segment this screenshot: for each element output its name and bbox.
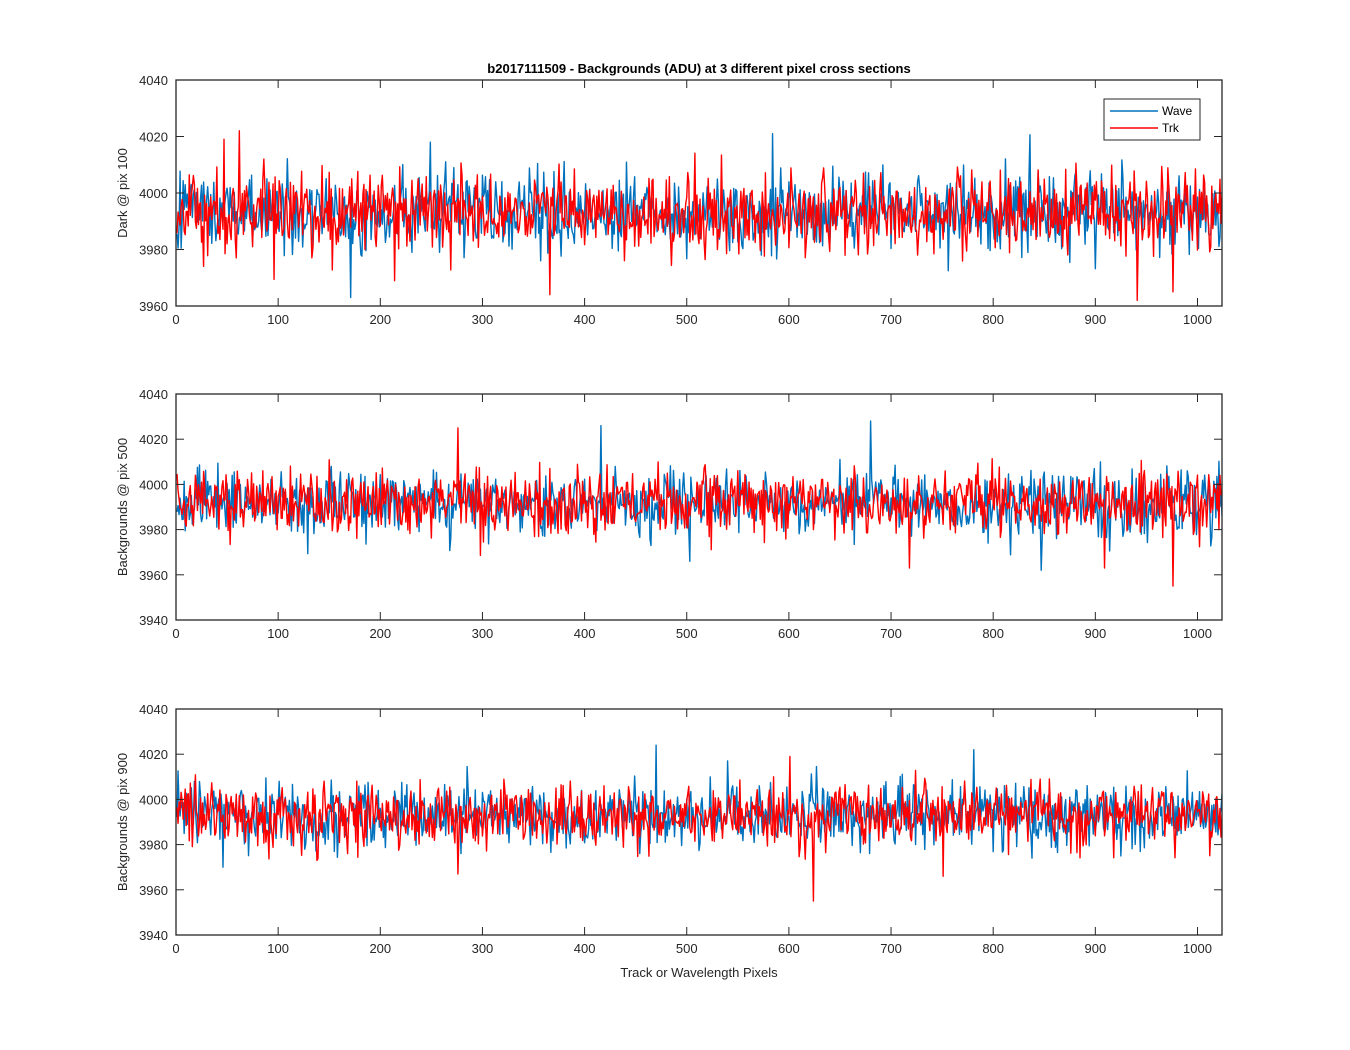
- y-tick-label: 3960: [139, 568, 168, 583]
- x-tick-label: 500: [676, 312, 698, 327]
- panel-3: 0 100 200 300 400 500 600 700 800 900 1000 3940 3960…: [115, 702, 1223, 956]
- panel-2: 0 100 200 300 400 500 600 700 800 900 1000 3940 3960…: [115, 387, 1223, 641]
- x-tick-label: 600: [778, 626, 800, 641]
- x-tick-label: 100: [267, 626, 289, 641]
- y-axis-label: Backgrounds @ pix 500: [115, 438, 130, 576]
- series-line-trk: [176, 427, 1222, 587]
- x-tick-label: 0: [172, 941, 179, 956]
- legend: Wave Trk: [1103, 98, 1201, 141]
- legend-box: [1103, 98, 1201, 141]
- y-tick-label: 4020: [139, 130, 168, 145]
- series-group: [176, 130, 1222, 302]
- x-tick-label: 200: [369, 941, 391, 956]
- y-tick-label: 4000: [139, 477, 168, 492]
- y-tick-label: 4040: [139, 73, 168, 88]
- y-tick-label: 4020: [139, 432, 168, 447]
- panel-1: 0 100 200 300 400 500 600 700 800 900 1000 3960 3980…: [115, 73, 1223, 327]
- y-tick-label: 3980: [139, 243, 168, 258]
- y-tick-label: 4040: [139, 387, 168, 402]
- x-tick-label: 300: [472, 626, 494, 641]
- x-tick-label: 900: [1084, 941, 1106, 956]
- y-tick-label: 3960: [139, 299, 168, 314]
- y-tick-label: 3940: [139, 613, 168, 628]
- y-tick-label: 4020: [139, 747, 168, 762]
- x-tick-label: 200: [369, 626, 391, 641]
- legend-label-wave: Wave: [1162, 104, 1193, 118]
- x-axis-label: Track or Wavelength Pixels: [620, 965, 778, 980]
- plot-area: [176, 709, 1222, 935]
- x-tick-label: 200: [369, 312, 391, 327]
- x-tick-label: 900: [1084, 626, 1106, 641]
- x-tick-label: 1000: [1183, 941, 1212, 956]
- x-tick-label: 100: [267, 312, 289, 327]
- x-tick-label: 900: [1084, 312, 1106, 327]
- x-tick-label: 700: [880, 312, 902, 327]
- axes-box: [175, 393, 1223, 621]
- y-tick-label: 3960: [139, 883, 168, 898]
- y-axis-label: Backgrounds @ pix 900: [115, 753, 130, 891]
- y-tick-label: 3980: [139, 523, 168, 538]
- y-axis-label: Dark @ pix 100: [115, 148, 130, 238]
- y-tick-label: 3940: [139, 928, 168, 943]
- x-tick-label: 400: [574, 941, 596, 956]
- y-tick-label: 4000: [139, 792, 168, 807]
- x-tick-label: 100: [267, 941, 289, 956]
- x-tick-label: 400: [574, 626, 596, 641]
- panels: 0 100 200 300 400 500 600 700 800 900 100039603980…: [115, 73, 1223, 956]
- x-tick-label: 500: [676, 941, 698, 956]
- x-tick-label: 800: [982, 941, 1004, 956]
- chart-title: b2017111509 - Backgrounds (ADU) at 3 dif…: [487, 61, 910, 76]
- x-tick-label: 300: [472, 941, 494, 956]
- series-line-trk: [176, 130, 1222, 302]
- series-group: [176, 744, 1222, 902]
- x-tick-label: 500: [676, 626, 698, 641]
- x-tick-label: 1000: [1183, 626, 1212, 641]
- x-tick-label: 800: [982, 626, 1004, 641]
- x-tick-label: 300: [472, 312, 494, 327]
- x-tick-label: 400: [574, 312, 596, 327]
- x-tick-label: 0: [172, 312, 179, 327]
- x-tick-label: 600: [778, 941, 800, 956]
- x-tick-label: 700: [880, 626, 902, 641]
- series-line-trk: [176, 755, 1222, 902]
- x-tick-label: 600: [778, 312, 800, 327]
- x-tick-label: 1000: [1183, 312, 1212, 327]
- y-tick-label: 4000: [139, 186, 168, 201]
- series-group: [176, 420, 1222, 587]
- y-tick-label: 4040: [139, 702, 168, 717]
- x-tick-label: 0: [172, 626, 179, 641]
- y-tick-label: 3980: [139, 838, 168, 853]
- x-tick-label: 700: [880, 941, 902, 956]
- legend-label-trk: Trk: [1162, 121, 1180, 135]
- axes-box: [175, 708, 1223, 936]
- x-tick-label: 800: [982, 312, 1004, 327]
